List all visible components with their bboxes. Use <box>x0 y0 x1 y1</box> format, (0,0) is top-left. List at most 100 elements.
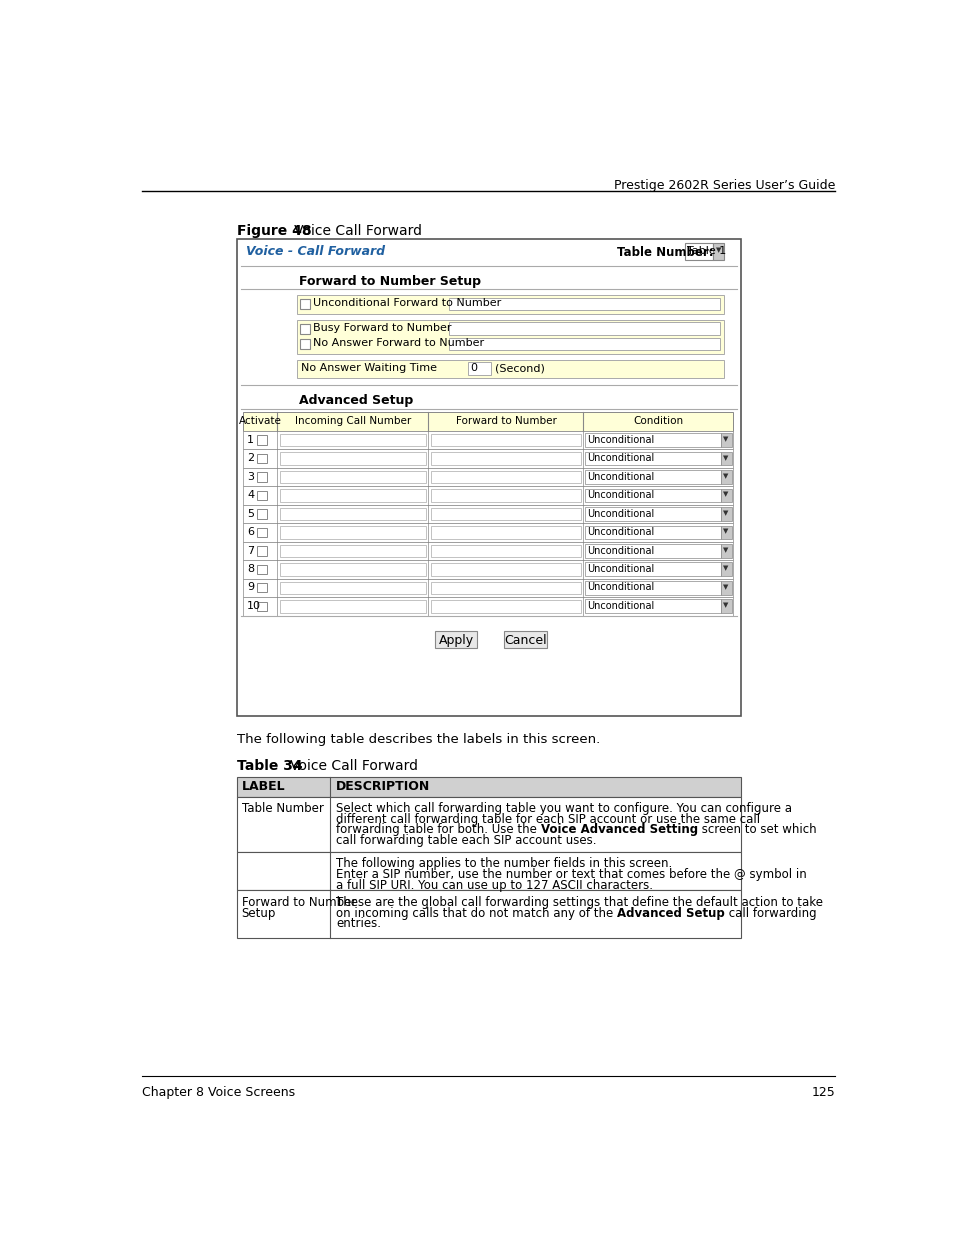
Text: ▼: ▼ <box>722 603 728 609</box>
Bar <box>431 600 580 613</box>
Bar <box>279 489 426 501</box>
Bar <box>243 468 732 487</box>
Bar <box>279 508 426 520</box>
Bar <box>448 298 720 310</box>
Bar <box>257 509 266 519</box>
Text: 2: 2 <box>247 453 254 463</box>
Bar <box>584 508 720 521</box>
Text: Apply: Apply <box>438 634 473 647</box>
Text: 6: 6 <box>247 527 253 537</box>
Bar <box>297 295 723 314</box>
Text: 0: 0 <box>470 363 476 373</box>
Text: Advanced Setup: Advanced Setup <box>617 906 724 920</box>
Text: ▼: ▼ <box>722 510 728 516</box>
Bar <box>243 487 732 505</box>
Text: Unconditional: Unconditional <box>587 453 654 463</box>
Bar <box>584 471 720 484</box>
Text: Advanced Setup: Advanced Setup <box>298 394 413 406</box>
Text: ▼: ▼ <box>722 492 728 498</box>
Bar <box>584 562 720 577</box>
Text: screen to set which: screen to set which <box>698 824 816 836</box>
Text: Table Number: Table Number <box>241 802 323 815</box>
Bar <box>431 545 580 557</box>
Text: Table 1: Table 1 <box>686 246 726 256</box>
Bar <box>236 797 740 852</box>
Bar <box>299 299 310 309</box>
Bar <box>299 340 310 350</box>
Text: No Answer Forward to Number: No Answer Forward to Number <box>313 338 483 348</box>
Bar <box>584 433 720 447</box>
Bar <box>584 452 720 466</box>
Text: forwarding table for both. Use the: forwarding table for both. Use the <box>335 824 540 836</box>
Bar <box>236 852 740 890</box>
Text: on incoming calls that do not match any of the: on incoming calls that do not match any … <box>335 906 617 920</box>
Text: 8: 8 <box>247 564 254 574</box>
Bar <box>279 600 426 613</box>
Bar <box>720 471 731 484</box>
Text: ▼: ▼ <box>722 529 728 535</box>
Text: 4: 4 <box>247 490 254 500</box>
Text: call forwarding table each SIP account uses.: call forwarding table each SIP account u… <box>335 835 597 847</box>
Text: The following table describes the labels in this screen.: The following table describes the labels… <box>236 734 599 746</box>
Text: The following applies to the number fields in this screen.: The following applies to the number fiel… <box>335 857 672 871</box>
Bar <box>431 508 580 520</box>
Text: entries.: entries. <box>335 918 381 930</box>
Bar <box>243 412 732 431</box>
Bar <box>720 526 731 540</box>
Bar <box>257 601 266 611</box>
Bar <box>257 583 266 593</box>
Text: Prestige 2602R Series User’s Guide: Prestige 2602R Series User’s Guide <box>614 179 835 191</box>
Text: call forwarding: call forwarding <box>724 906 816 920</box>
Bar <box>279 433 426 446</box>
Bar <box>236 777 740 797</box>
Bar <box>431 452 580 464</box>
Bar <box>584 599 720 614</box>
Bar <box>448 322 720 335</box>
Bar <box>448 337 720 350</box>
Text: Unconditional: Unconditional <box>587 509 654 519</box>
Text: Unconditional: Unconditional <box>587 527 654 537</box>
Text: Enter a SIP number, use the number or text that comes before the @ symbol in: Enter a SIP number, use the number or te… <box>335 868 806 881</box>
Text: Forward to Number: Forward to Number <box>241 895 355 909</box>
Text: Unconditional: Unconditional <box>587 564 654 574</box>
Bar <box>243 542 732 561</box>
Text: Voice Call Forward: Voice Call Forward <box>281 224 422 237</box>
Text: Cancel: Cancel <box>504 634 546 647</box>
Bar <box>257 564 266 574</box>
Text: ▼: ▼ <box>722 547 728 553</box>
Text: Voice Call Forward: Voice Call Forward <box>277 758 418 773</box>
Bar <box>431 433 580 446</box>
Bar <box>279 471 426 483</box>
Text: Unconditional: Unconditional <box>587 472 654 482</box>
Text: Voice Advanced Setting: Voice Advanced Setting <box>540 824 698 836</box>
Bar <box>431 526 580 538</box>
Text: Unconditional: Unconditional <box>587 583 654 593</box>
Text: Table 34: Table 34 <box>236 758 302 773</box>
Text: Select which call forwarding table you want to configure. You can configure a: Select which call forwarding table you w… <box>335 802 791 815</box>
Text: different call forwarding table for each SIP account or use the same call: different call forwarding table for each… <box>335 813 760 826</box>
Text: 125: 125 <box>811 1086 835 1099</box>
Text: 10: 10 <box>247 601 261 611</box>
Bar <box>584 489 720 503</box>
Bar <box>720 508 731 521</box>
Bar <box>297 359 723 378</box>
Bar <box>720 433 731 447</box>
Text: Setup: Setup <box>241 906 275 920</box>
Text: Incoming Call Number: Incoming Call Number <box>294 416 411 426</box>
Bar <box>720 452 731 466</box>
Bar <box>431 582 580 594</box>
Text: ▼: ▼ <box>715 247 720 253</box>
Bar <box>236 240 740 716</box>
Text: Unconditional: Unconditional <box>587 546 654 556</box>
Bar <box>720 580 731 595</box>
Text: Figure 48: Figure 48 <box>236 224 312 237</box>
Text: 7: 7 <box>247 546 254 556</box>
Bar <box>299 324 310 333</box>
Text: 3: 3 <box>247 472 253 482</box>
Text: Unconditional: Unconditional <box>587 601 654 611</box>
Bar <box>584 543 720 558</box>
Text: Chapter 8 Voice Screens: Chapter 8 Voice Screens <box>142 1086 295 1099</box>
Text: ▼: ▼ <box>722 566 728 572</box>
Bar <box>257 472 266 482</box>
Text: Forward to Number Setup: Forward to Number Setup <box>298 275 480 288</box>
